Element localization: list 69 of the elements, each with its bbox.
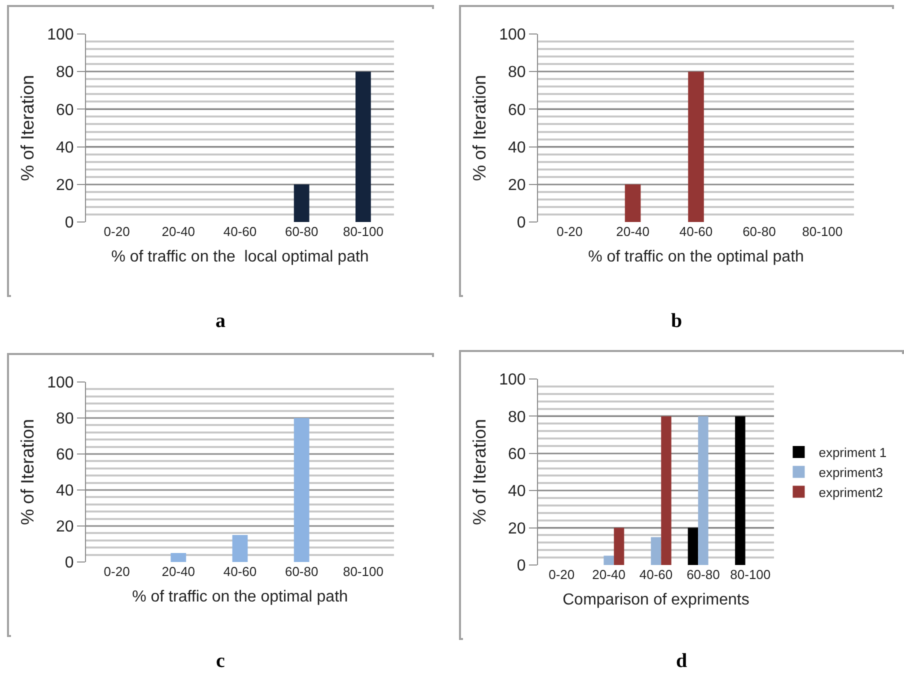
y-axis-title: % of Iteration	[17, 418, 38, 526]
y-tick-label: 0	[64, 214, 74, 232]
text: d	[674, 650, 688, 673]
bar	[650, 537, 662, 565]
y-tick-label: 80	[56, 64, 74, 82]
y-tick-label: 0	[516, 214, 526, 232]
bar	[661, 416, 672, 565]
x-tick-label: 20-40	[616, 224, 650, 239]
bar	[604, 556, 614, 565]
bar	[232, 535, 248, 562]
y-tick-label: 0	[64, 554, 74, 572]
x-tick-label: 40-60	[679, 224, 713, 239]
y-tick-label: 100	[499, 26, 526, 44]
y-tick-label: 0	[516, 558, 526, 575]
x-tick-label: 40-60	[223, 224, 257, 239]
y-axis-title: % of Iteration	[469, 418, 490, 526]
x-tick-label: 40-60	[223, 564, 257, 579]
y-tick-label: 60	[56, 102, 74, 119]
y-tick-label: 40	[56, 139, 74, 156]
bar	[688, 528, 698, 565]
y-tick-label: 40	[508, 139, 526, 156]
bar	[735, 416, 746, 565]
y-tick-label: 20	[56, 518, 74, 536]
y-tick-label: 60	[56, 446, 74, 464]
text: b	[670, 310, 684, 333]
legend-label: expriment2	[818, 484, 884, 500]
x-tick-label: 0-20	[548, 567, 575, 582]
x-tick-label: 60-80	[284, 224, 318, 239]
bar	[614, 528, 624, 565]
x-tick-label: 80-100	[342, 224, 384, 239]
x-tick-label: 0-20	[556, 224, 583, 239]
x-tick-label: 60-80	[686, 567, 720, 582]
x-tick-label: 60-80	[742, 224, 776, 239]
text: c	[215, 650, 226, 673]
y-tick-label: 40	[508, 483, 526, 500]
x-tick-label: 20-40	[592, 567, 626, 582]
y-tick-label: 40	[56, 482, 74, 500]
bar	[170, 553, 186, 562]
x-tick-label: 20-40	[162, 224, 196, 239]
legend-label: expriment3	[818, 464, 884, 480]
y-tick-label: 100	[47, 374, 74, 392]
y-axis-title: % of Iteration	[17, 74, 38, 182]
legend-label: expriment 1	[818, 445, 887, 460]
x-axis-title: % of traffic on the optimal path	[132, 588, 348, 606]
x-axis-title: % of traffic on the optimal path	[588, 248, 804, 266]
bar	[294, 418, 310, 562]
y-tick-label: 80	[508, 64, 526, 82]
x-tick-label: 80-100	[802, 224, 843, 239]
x-tick-label: 80-100	[730, 567, 771, 582]
x-tick-label: 60-80	[284, 564, 318, 579]
x-tick-label: 0-20	[104, 564, 130, 579]
y-tick-label: 80	[56, 410, 74, 428]
text: a	[214, 310, 226, 333]
y-tick-label: 60	[508, 446, 526, 463]
x-tick-label: 80-100	[342, 564, 384, 579]
y-tick-label: 60	[508, 102, 526, 119]
bar	[698, 416, 708, 565]
x-axis-title: % of traffic on the local optimal path	[111, 248, 369, 266]
y-axis-title: % of Iteration	[469, 74, 490, 182]
y-tick-label: 20	[508, 520, 526, 538]
y-tick-label: 20	[508, 177, 526, 194]
x-axis-title: Comparison of expriments	[562, 592, 750, 609]
x-tick-label: 20-40	[162, 564, 196, 579]
x-tick-label: 0-20	[104, 224, 130, 239]
x-tick-label: 40-60	[639, 567, 673, 582]
y-tick-label: 20	[56, 177, 74, 194]
y-tick-label: 80	[508, 408, 526, 426]
y-tick-label: 100	[47, 26, 74, 44]
y-tick-label: 100	[499, 372, 526, 389]
